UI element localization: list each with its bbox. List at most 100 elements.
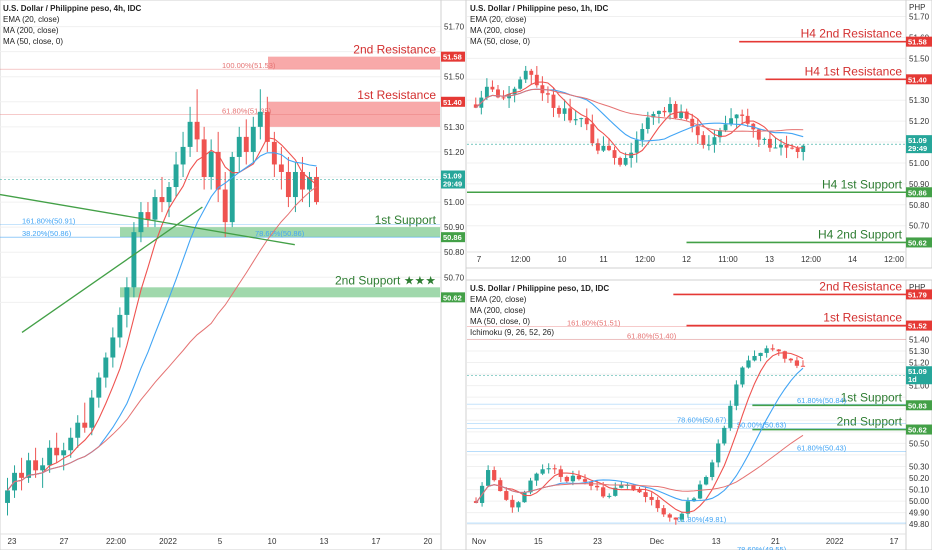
candle-body [82, 422, 88, 428]
candle-body [607, 495, 612, 497]
y-tick-label: 50.10 [909, 486, 930, 495]
candle-body [584, 118, 589, 125]
candle-body [47, 447, 53, 466]
candle-body [640, 128, 645, 140]
zone-label: 1st Support [375, 213, 437, 227]
zone-sup [120, 227, 440, 238]
candle-body [173, 164, 179, 188]
ema-line [7, 137, 317, 491]
zone-label: 2nd Support ★★★ [335, 273, 436, 287]
ma200-line [475, 88, 804, 133]
y-tick-label: 49.80 [909, 520, 930, 529]
level-label: 1st Resistance [823, 311, 902, 325]
candle-body [264, 111, 270, 142]
candle-body [26, 460, 32, 478]
y-tick-label: 51.40 [909, 335, 930, 344]
candle-body [117, 314, 123, 338]
candle-body [145, 212, 151, 220]
candle-body [649, 496, 654, 500]
fib-label: 38.20%(50.86) [22, 229, 72, 238]
candle-body [795, 148, 800, 152]
level-label: 2nd Resistance [819, 279, 902, 293]
x-tick-label: 23 [8, 537, 17, 546]
chart-header-line: Ichimoku (9, 26, 52, 26) [470, 328, 554, 337]
candle-body [684, 111, 689, 119]
x-tick-label: 17 [372, 537, 381, 546]
price-tag-label: 50.86 [908, 188, 927, 197]
chart-header-line: EMA (20, close) [470, 295, 527, 304]
candle-body [201, 139, 207, 177]
candle-body [618, 157, 623, 165]
x-tick-label: 15 [534, 537, 543, 546]
chart-header-line: U.S. Dollar / Philippine peso, 4h, IDC [3, 4, 141, 13]
candle-body [619, 485, 624, 488]
price-tag [441, 96, 465, 107]
candle-body [576, 475, 582, 480]
x-tick-label: Nov [472, 537, 486, 546]
candle-body [501, 97, 506, 99]
price-tag-label: 51.40 [443, 98, 462, 107]
candle-body [673, 103, 678, 119]
candle-body [710, 462, 715, 478]
candle-body [746, 360, 751, 368]
candle-body [504, 491, 509, 500]
candle-body [528, 480, 533, 493]
candle-body [545, 93, 550, 95]
candle-body [794, 360, 800, 366]
level-label: 2nd Support [837, 415, 903, 429]
candle-body [103, 357, 109, 378]
candle-body [718, 130, 722, 138]
x-tick-label: 11:00 [718, 255, 738, 264]
x-tick-label: 13 [765, 255, 774, 264]
candle-body [697, 484, 703, 499]
level-label: H4 1st Resistance [805, 64, 903, 78]
candle-body [752, 355, 757, 361]
candle-body [486, 470, 491, 486]
x-tick-label: 21 [771, 537, 780, 546]
candle-body [229, 156, 235, 223]
price-tag-label: 51.58 [443, 53, 462, 62]
candle-body [712, 137, 717, 145]
price-tag [906, 237, 932, 248]
candle-body [243, 136, 249, 152]
x-tick-label: 5 [218, 537, 223, 546]
candle-body [68, 437, 74, 451]
candle-body [745, 115, 750, 124]
y-tick-label: 51.30 [909, 96, 930, 105]
currency-label: PHP [909, 3, 925, 12]
candle-body [518, 79, 523, 89]
price-tag-label: 50.86 [443, 233, 462, 242]
candle-body [278, 164, 284, 172]
candle-body [667, 514, 672, 518]
candle-body [124, 287, 130, 315]
candle-body [703, 477, 709, 485]
zone-res [268, 56, 440, 70]
y-tick-label: 51.00 [444, 198, 465, 207]
price-tag-label: 50.62 [908, 238, 927, 247]
chart-header-line: MA (50, close, 0) [470, 37, 530, 46]
candle-body [562, 108, 567, 114]
x-tick-label: 20 [424, 537, 433, 546]
price-tag-label: 51.52 [908, 322, 927, 331]
candle-body [299, 171, 305, 190]
candle-body [716, 443, 721, 463]
y-tick-label: 50.00 [909, 497, 930, 506]
candle-body [790, 147, 795, 149]
candle-body [764, 348, 769, 353]
y-tick-label: 51.30 [444, 123, 465, 132]
fib-label: 78.60%(50.67) [677, 416, 727, 425]
zone-label: 1st Resistance [357, 88, 436, 102]
y-tick-label: 51.20 [909, 117, 930, 126]
candle-body [496, 89, 500, 98]
x-tick-label: 12:00 [801, 255, 822, 264]
candle-body [740, 367, 745, 385]
x-tick-label: 14 [848, 255, 857, 264]
x-tick-label: 13 [712, 537, 721, 546]
trend-line [21, 206, 203, 333]
chart-header-line: MA (200, close) [470, 306, 526, 315]
candle-body [564, 476, 569, 482]
candle-body [773, 147, 778, 149]
price-tag-label: 50.62 [908, 426, 927, 435]
